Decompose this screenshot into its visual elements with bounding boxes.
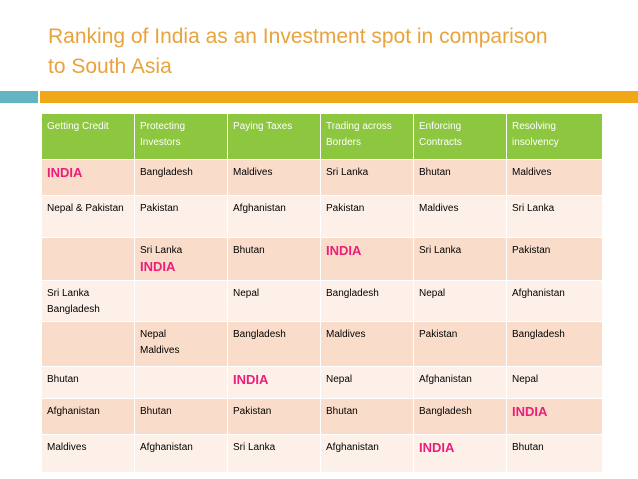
table-cell: Nepal [413,280,507,322]
cell-line: Nepal [140,329,167,340]
india-highlight: INDIA [233,372,269,387]
table-cell: Pakistan [134,195,228,238]
slide-title-line-1: Ranking of India as an Investment spot i… [48,25,548,48]
table-cell: Sri Lanka [413,237,507,281]
table-cell: Bangladesh [227,321,321,367]
table-cell: Afghanistan [134,434,228,473]
cell-line: Maldives [140,345,180,356]
slide-title: Ranking of India as an Investment spot i… [48,22,608,82]
cell-line: Sri Lanka [47,288,90,299]
table-cell: Bhutan [413,159,507,196]
title-underline-bar [40,91,638,103]
table-cell: Maldives [227,159,321,196]
table-cell: Sri Lanka INDIA [134,237,228,281]
cell-line: Bangladesh [47,304,100,315]
table-cell: Sri Lanka Bangladesh [41,280,135,322]
header-paying-taxes: Paying Taxes [227,113,321,160]
table-cell: Bhutan [134,398,228,435]
table-cell: Nepal [320,366,414,399]
table-cell: Nepal & Pakistan [41,195,135,238]
table-cell: Bangladesh [320,280,414,322]
table-cell: Nepal [227,280,321,322]
table-row: Sri Lanka INDIA Bhutan INDIA Sri Lanka P… [41,237,603,281]
table-cell: Maldives [506,159,603,196]
table-cell [41,321,135,367]
table-cell: Bangladesh [413,398,507,435]
table-cell: INDIA [41,159,135,196]
slide-title-line-2: to South Asia [48,55,172,78]
india-highlight: INDIA [419,440,455,455]
table-cell: Nepal [506,366,603,399]
table-row: Bhutan INDIA Nepal Afghanistan Nepal [41,366,603,399]
table-cell: Bhutan [41,366,135,399]
header-trading-across-borders: Trading across Borders [320,113,414,160]
table-row: Maldives Afghanistan Sri Lanka Afghanist… [41,434,603,473]
table-cell: Pakistan [506,237,603,281]
table-cell [41,237,135,281]
table-cell: Afghanistan [320,434,414,473]
table-cell [134,280,228,322]
header-enforcing-contracts: Enforcing Contracts [413,113,507,160]
table-cell: Bhutan [506,434,603,473]
cell-line: Sri Lanka [140,245,183,256]
india-highlight: INDIA [326,243,362,258]
table-row: Afghanistan Bhutan Pakistan Bhutan Bangl… [41,398,603,435]
table-cell [134,366,228,399]
table-cell: Maldives [320,321,414,367]
table-cell: INDIA [320,237,414,281]
side-accent-bar [0,91,38,103]
table-row: INDIA Bangladesh Maldives Sri Lanka Bhut… [41,159,603,196]
table-cell: Pakistan [413,321,507,367]
table-cell: INDIA [227,366,321,399]
table-row: Nepal Maldives Bangladesh Maldives Pakis… [41,321,603,367]
table-cell: Afghanistan [41,398,135,435]
table-header-row: Getting Credit Protecting Investors Payi… [41,113,603,160]
india-highlight: INDIA [47,165,83,180]
header-protecting-investors: Protecting Investors [134,113,228,160]
table-cell: Pakistan [227,398,321,435]
table-cell: Bangladesh [134,159,228,196]
table-row: Sri Lanka Bangladesh Nepal Bangladesh Ne… [41,280,603,322]
table-cell: INDIA [506,398,603,435]
table-cell: Afghanistan [413,366,507,399]
table-cell: Bhutan [227,237,321,281]
table-cell: Nepal Maldives [134,321,228,367]
ranking-table: Getting Credit Protecting Investors Payi… [41,113,603,473]
table-cell: Bhutan [320,398,414,435]
table-cell: Maldives [413,195,507,238]
table-cell: Pakistan [320,195,414,238]
header-getting-credit: Getting Credit [41,113,135,160]
table-cell: Sri Lanka [227,434,321,473]
table-cell: Afghanistan [506,280,603,322]
table-cell: Bangladesh [506,321,603,367]
table-cell: Afghanistan [227,195,321,238]
india-highlight: INDIA [140,259,176,274]
table-cell: Sri Lanka [506,195,603,238]
table-cell: INDIA [413,434,507,473]
india-highlight: INDIA [512,404,548,419]
table-cell: Sri Lanka [320,159,414,196]
table-cell: Maldives [41,434,135,473]
header-resolving-insolvency: Resolving insolvency [506,113,603,160]
table-row: Nepal & Pakistan Pakistan Afghanistan Pa… [41,195,603,238]
